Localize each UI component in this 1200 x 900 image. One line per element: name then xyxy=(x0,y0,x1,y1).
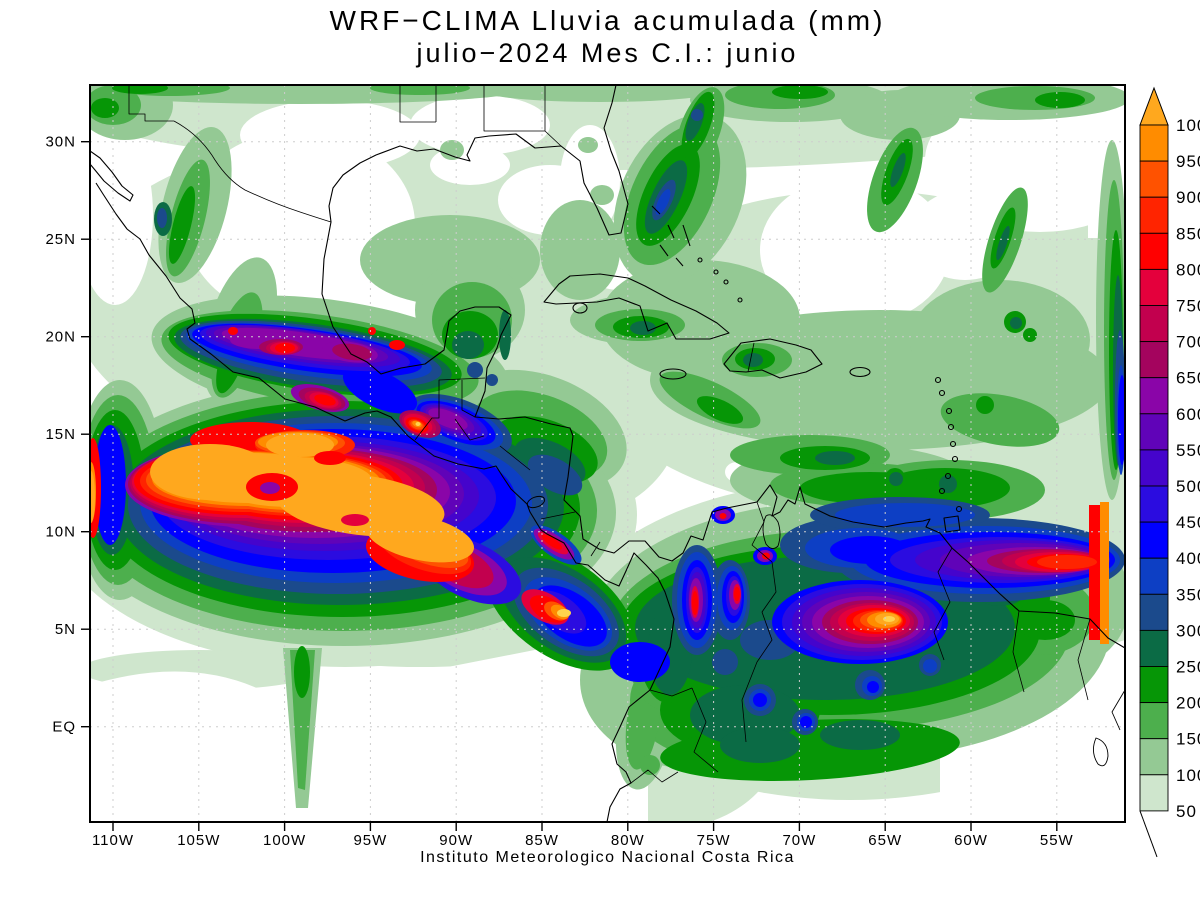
svg-text:500: 500 xyxy=(1176,477,1200,496)
lat-axis: 30N 25N 20N 15N 10N 5N EQ xyxy=(45,134,90,736)
svg-text:150: 150 xyxy=(1176,730,1200,749)
svg-text:EQ: EQ xyxy=(52,719,76,736)
svg-text:800: 800 xyxy=(1176,260,1200,279)
svg-text:250: 250 xyxy=(1176,658,1200,677)
caption: Instituto Meteorologico Nacional Costa R… xyxy=(90,849,1125,867)
svg-text:80W: 80W xyxy=(611,832,645,849)
svg-text:600: 600 xyxy=(1176,405,1200,424)
precip-field xyxy=(53,50,1180,830)
svg-text:100: 100 xyxy=(1176,766,1200,785)
svg-text:65W: 65W xyxy=(868,832,902,849)
svg-text:95W: 95W xyxy=(353,832,387,849)
svg-text:5N: 5N xyxy=(55,621,76,638)
svg-text:75W: 75W xyxy=(697,832,731,849)
svg-text:15N: 15N xyxy=(45,426,76,443)
svg-text:850: 850 xyxy=(1176,224,1200,243)
svg-text:400: 400 xyxy=(1176,549,1200,568)
svg-text:550: 550 xyxy=(1176,441,1200,460)
lon-axis: 110W 105W 100W 95W 90W 85W 80W 75W 70W 65W 60W 55W xyxy=(92,822,1074,849)
svg-text:30N: 30N xyxy=(45,134,76,151)
svg-text:25N: 25N xyxy=(45,231,76,248)
svg-text:100W: 100W xyxy=(263,832,306,849)
svg-text:900: 900 xyxy=(1176,188,1200,207)
svg-text:85W: 85W xyxy=(525,832,559,849)
svg-text:750: 750 xyxy=(1176,297,1200,316)
svg-text:20N: 20N xyxy=(45,329,76,346)
svg-text:700: 700 xyxy=(1176,333,1200,352)
svg-text:350: 350 xyxy=(1176,585,1200,604)
svg-text:650: 650 xyxy=(1176,369,1200,388)
svg-text:950: 950 xyxy=(1176,152,1200,171)
svg-text:1000: 1000 xyxy=(1176,116,1200,135)
svg-text:110W: 110W xyxy=(92,832,134,849)
svg-text:90W: 90W xyxy=(439,832,473,849)
svg-text:10N: 10N xyxy=(45,524,76,541)
svg-text:70W: 70W xyxy=(782,832,816,849)
svg-text:300: 300 xyxy=(1176,621,1200,640)
svg-text:55W: 55W xyxy=(1040,832,1074,849)
colorbar-legend: 1000 950 900 850 800 750 700 650 600 550 500 450 400… xyxy=(1140,88,1200,857)
svg-text:60W: 60W xyxy=(954,832,988,849)
svg-text:450: 450 xyxy=(1176,513,1200,532)
map-canvas: 30N 25N 20N 15N 10N 5N EQ 110W 105W 100W 95W 90W 85… xyxy=(0,0,1200,900)
svg-text:105W: 105W xyxy=(177,832,220,849)
svg-text:200: 200 xyxy=(1176,694,1200,713)
svg-text:50: 50 xyxy=(1176,802,1197,821)
